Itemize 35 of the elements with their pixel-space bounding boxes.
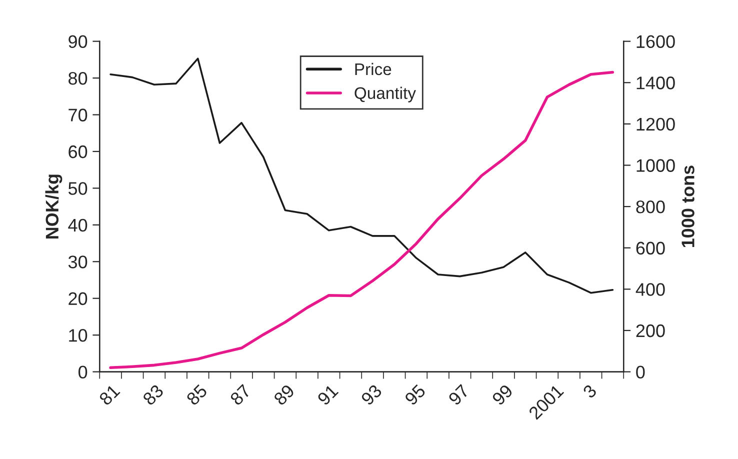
y-tick-label: 90: [68, 35, 88, 48]
y-tick-label: 80: [68, 72, 88, 85]
x-tick-label: 81: [98, 384, 120, 406]
y2-tick-label: 1400: [636, 76, 675, 90]
y2-tick-label: 0: [636, 366, 645, 379]
y2-tick-label: 400: [636, 283, 665, 296]
y-axis-title: NOK/kg: [45, 174, 62, 238]
y-tick-label: 30: [68, 256, 88, 268]
y2-tick-label: 1600: [636, 35, 675, 48]
line-series: [110, 58, 614, 294]
x-tick-label: 97: [448, 384, 470, 406]
x-tick-label: 95: [404, 384, 426, 406]
y-tick-label: 0: [78, 366, 88, 379]
x-tick-label: 93: [360, 384, 383, 406]
y-tick-label: 50: [68, 182, 88, 195]
x-tick-label: 99: [491, 384, 514, 406]
y-tick-label: 70: [68, 108, 88, 122]
y2-tick-label: 1000: [636, 159, 675, 172]
x-tick-label: 83: [142, 384, 164, 406]
y2-tick-label: 800: [636, 200, 665, 214]
legend-label: Price: [355, 62, 392, 76]
y-tick-label: 60: [68, 145, 88, 158]
y2-tick-label: 600: [636, 242, 665, 255]
x-tick-label: 3: [582, 384, 598, 399]
legend-label: Quantity: [354, 86, 416, 102]
x-tick-label: 87: [229, 384, 252, 406]
y-tick-label: 40: [68, 218, 88, 232]
x-tick-label: 85: [186, 384, 208, 406]
y-tick-label: 20: [68, 292, 88, 306]
y2-tick-label: 1200: [636, 118, 675, 131]
y2-axis-title: 1000 tons: [682, 166, 694, 248]
x-tick-label: 91: [316, 384, 339, 406]
y-tick-label: 10: [69, 329, 88, 342]
y2-tick-label: 200: [636, 324, 665, 338]
x-tick-label: 89: [273, 384, 296, 406]
